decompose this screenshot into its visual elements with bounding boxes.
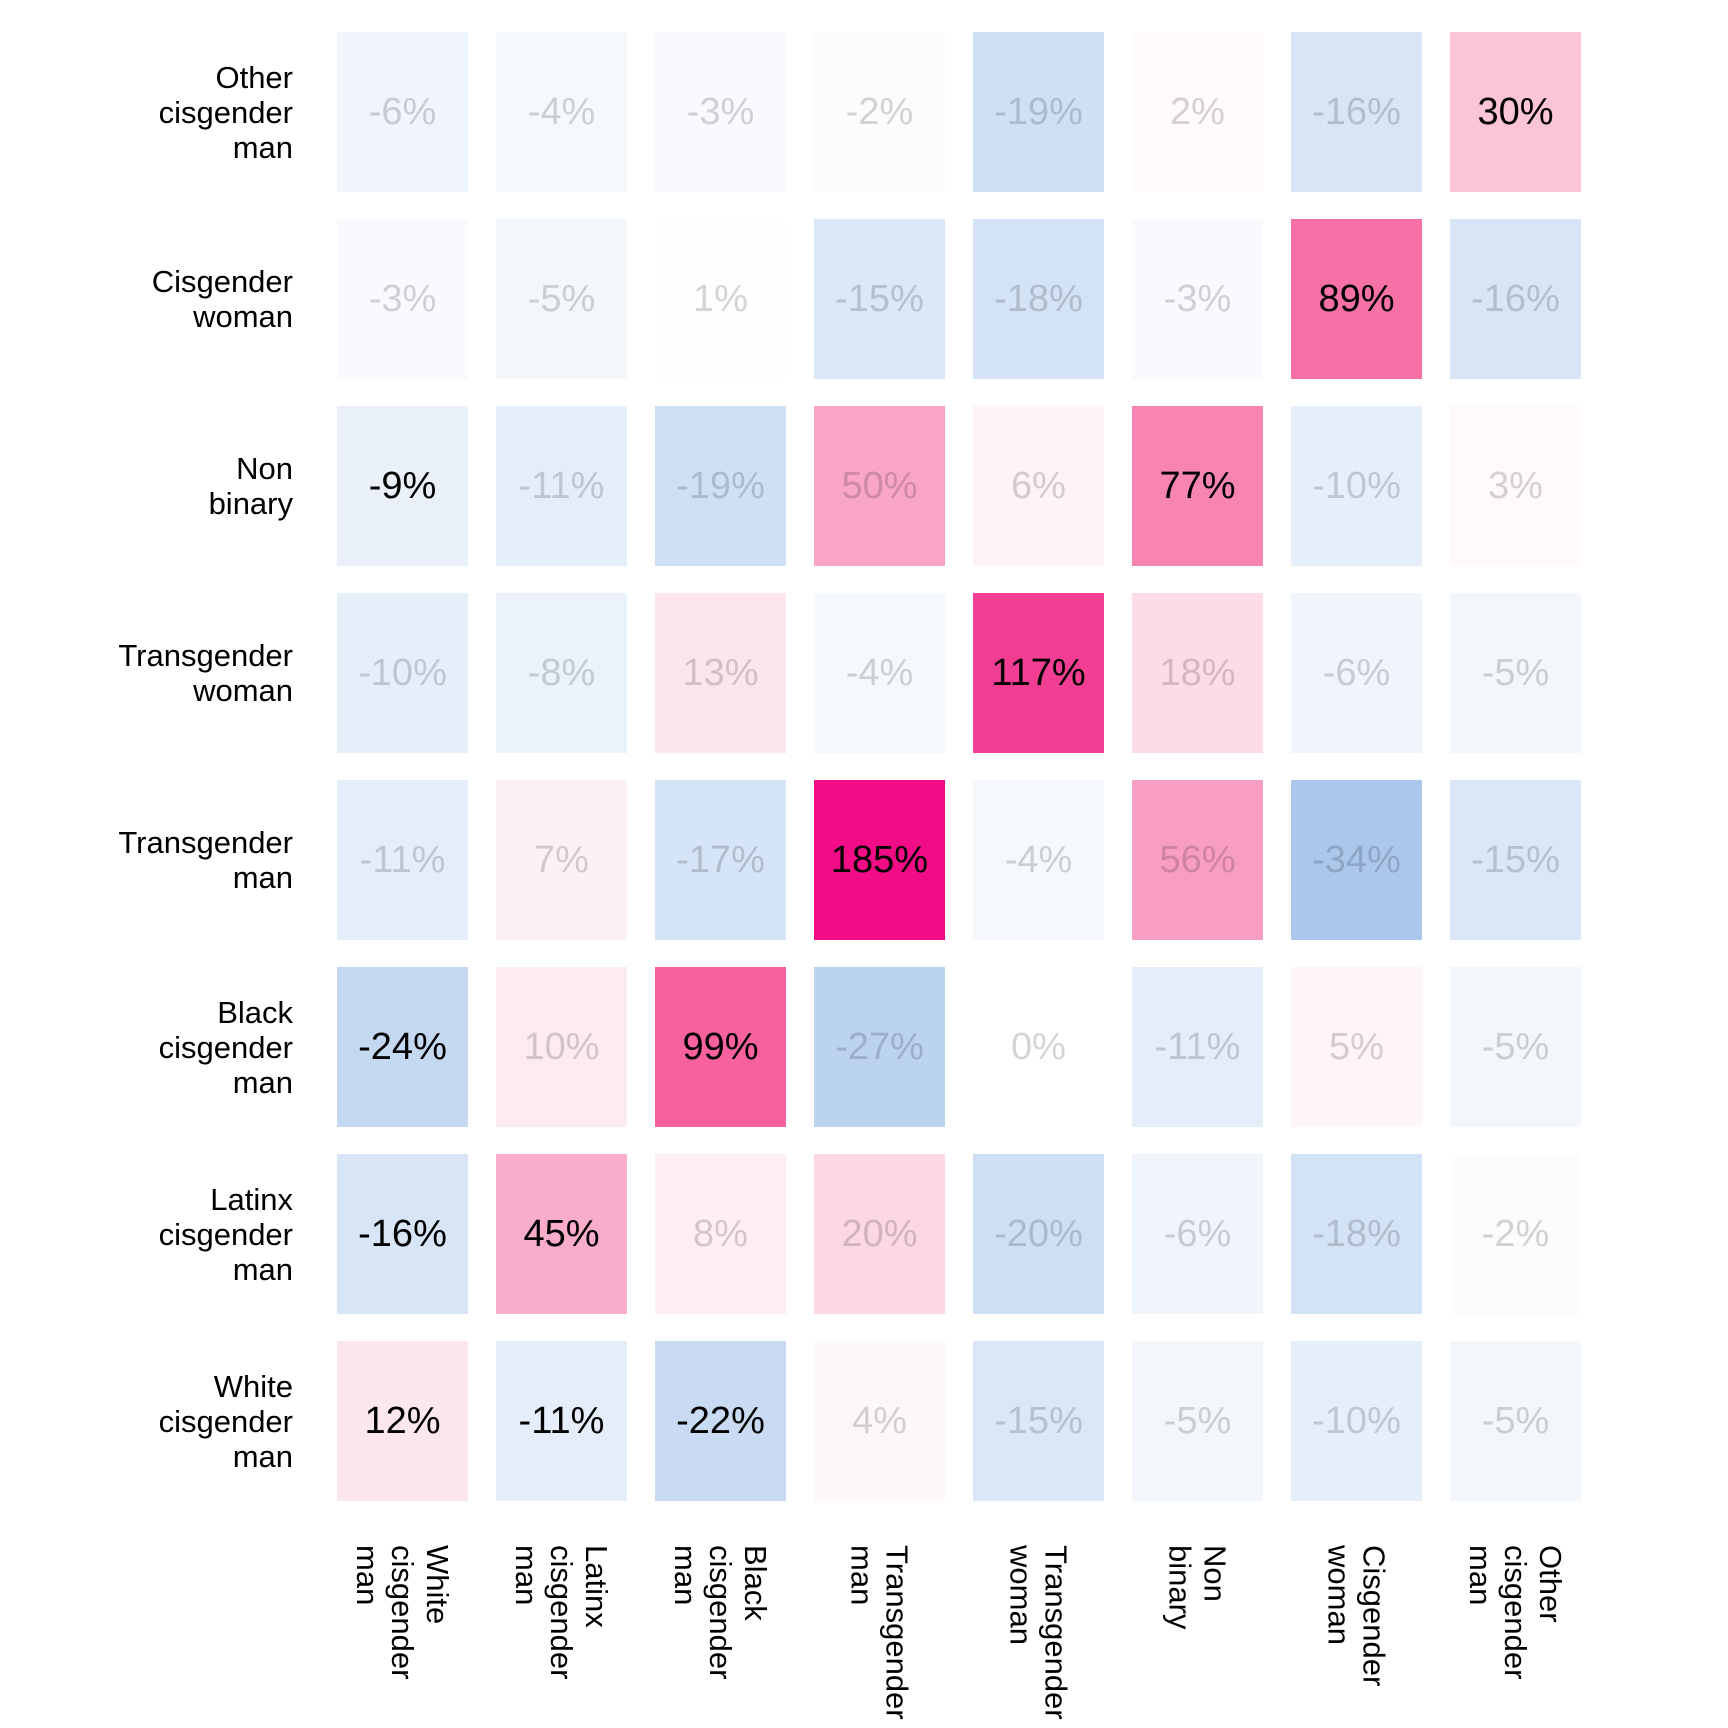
heatmap-cell: -16% <box>1291 32 1422 192</box>
col-label-wrap: Latinx cisgender man <box>496 1528 627 1728</box>
heatmap-cell: -10% <box>1291 1341 1422 1501</box>
heatmap-cell: 0% <box>973 967 1104 1127</box>
heatmap-cell: -15% <box>814 219 945 379</box>
heatmap-cell: -11% <box>1132 967 1263 1127</box>
heatmap-cell: -11% <box>496 406 627 566</box>
row-label: Cisgender woman <box>151 264 293 334</box>
col-label: White cisgender man <box>350 1545 455 1680</box>
heatmap-cell: 77% <box>1132 406 1263 566</box>
col-label-wrap: Black cisgender man <box>655 1528 786 1728</box>
heatmap-cell: 5% <box>1291 967 1422 1127</box>
axis-corner-spacer <box>0 1528 309 1728</box>
row-label: Black cisgender man <box>158 994 293 1100</box>
col-label: Other cisgender man <box>1463 1545 1568 1680</box>
col-label: Cisgender woman <box>1321 1545 1392 1687</box>
heatmap-cell: -6% <box>1291 593 1422 753</box>
row-label: White cisgender man <box>158 1368 293 1474</box>
heatmap-cell: -19% <box>655 406 786 566</box>
col-label: Black cisgender man <box>668 1545 773 1680</box>
heatmap-cell: 4% <box>814 1341 945 1501</box>
heatmap-cell: 99% <box>655 967 786 1127</box>
heatmap-cell: -19% <box>973 32 1104 192</box>
heatmap-cell: -20% <box>973 1154 1104 1314</box>
heatmap-cell: -5% <box>496 219 627 379</box>
row-label: Non binary <box>208 451 293 521</box>
heatmap-cell: 3% <box>1450 406 1581 566</box>
heatmap-cell: -3% <box>655 32 786 192</box>
heatmap-cell: -16% <box>337 1154 468 1314</box>
heatmap-cell: 20% <box>814 1154 945 1314</box>
heatmap-cell: -4% <box>814 593 945 753</box>
heatmap-cell: 30% <box>1450 32 1581 192</box>
col-label: Non binary <box>1162 1545 1233 1630</box>
heatmap-cell: 7% <box>496 780 627 940</box>
heatmap-cell: 6% <box>973 406 1104 566</box>
heatmap-cell: 56% <box>1132 780 1263 940</box>
heatmap-cell: -18% <box>1291 1154 1422 1314</box>
col-label-wrap: Other cisgender man <box>1450 1528 1581 1728</box>
heatmap-cell: -2% <box>1450 1154 1581 1314</box>
heatmap-cell: -5% <box>1450 1341 1581 1501</box>
heatmap-cell: 8% <box>655 1154 786 1314</box>
col-label-wrap: Transgender man <box>814 1528 945 1728</box>
heatmap-cell: -27% <box>814 967 945 1127</box>
heatmap-cell: -3% <box>1132 219 1263 379</box>
heatmap-cell: -4% <box>973 780 1104 940</box>
heatmap-cell: -10% <box>1291 406 1422 566</box>
heatmap-cell: -16% <box>1450 219 1581 379</box>
heatmap-cell: -18% <box>973 219 1104 379</box>
heatmap-cell: -24% <box>337 967 468 1127</box>
heatmap-cell: 2% <box>1132 32 1263 192</box>
heatmap-cell: 185% <box>814 780 945 940</box>
col-label: Transgender man <box>844 1545 915 1720</box>
heatmap-cell: -8% <box>496 593 627 753</box>
heatmap-cell: -10% <box>337 593 468 753</box>
heatmap-cell: -4% <box>496 32 627 192</box>
row-label: Other cisgender man <box>158 59 293 165</box>
heatmap-cell: -2% <box>814 32 945 192</box>
heatmap-cell: -6% <box>1132 1154 1263 1314</box>
heatmap-cell: -9% <box>337 406 468 566</box>
col-label-wrap: Cisgender woman <box>1291 1528 1422 1728</box>
heatmap-cell: -5% <box>1450 593 1581 753</box>
heatmap-cell: 10% <box>496 967 627 1127</box>
heatmap-cell: -5% <box>1450 967 1581 1127</box>
heatmap-cell: -3% <box>337 219 468 379</box>
heatmap-cell: -22% <box>655 1341 786 1501</box>
heatmap-cell: 1% <box>655 219 786 379</box>
heatmap-cell: -5% <box>1132 1341 1263 1501</box>
heatmap-cell: 50% <box>814 406 945 566</box>
heatmap-cell: -17% <box>655 780 786 940</box>
heatmap-cell: 18% <box>1132 593 1263 753</box>
heatmap-cell: 89% <box>1291 219 1422 379</box>
row-label: Transgender man <box>118 825 293 895</box>
col-label-wrap: Non binary <box>1132 1528 1263 1728</box>
heatmap-cell: -15% <box>973 1341 1104 1501</box>
heatmap-cell: -11% <box>496 1341 627 1501</box>
heatmap-cell: 117% <box>973 593 1104 753</box>
heatmap-chart: Other cisgender man -6% -4% -3% -2% -19% 2% -16… <box>0 32 1581 1728</box>
heatmap-cell: 13% <box>655 593 786 753</box>
col-label: Transgender woman <box>1003 1545 1074 1720</box>
heatmap-cell: -34% <box>1291 780 1422 940</box>
heatmap-cell: 45% <box>496 1154 627 1314</box>
col-label-wrap: Transgender woman <box>973 1528 1104 1728</box>
row-label: Transgender woman <box>118 638 293 708</box>
heatmap-cell: -11% <box>337 780 468 940</box>
col-label-wrap: White cisgender man <box>337 1528 468 1728</box>
col-label: Latinx cisgender man <box>509 1545 614 1680</box>
heatmap-cell: -15% <box>1450 780 1581 940</box>
heatmap-cell: 12% <box>337 1341 468 1501</box>
heatmap-cell: -6% <box>337 32 468 192</box>
row-label: Latinx cisgender man <box>158 1181 293 1287</box>
